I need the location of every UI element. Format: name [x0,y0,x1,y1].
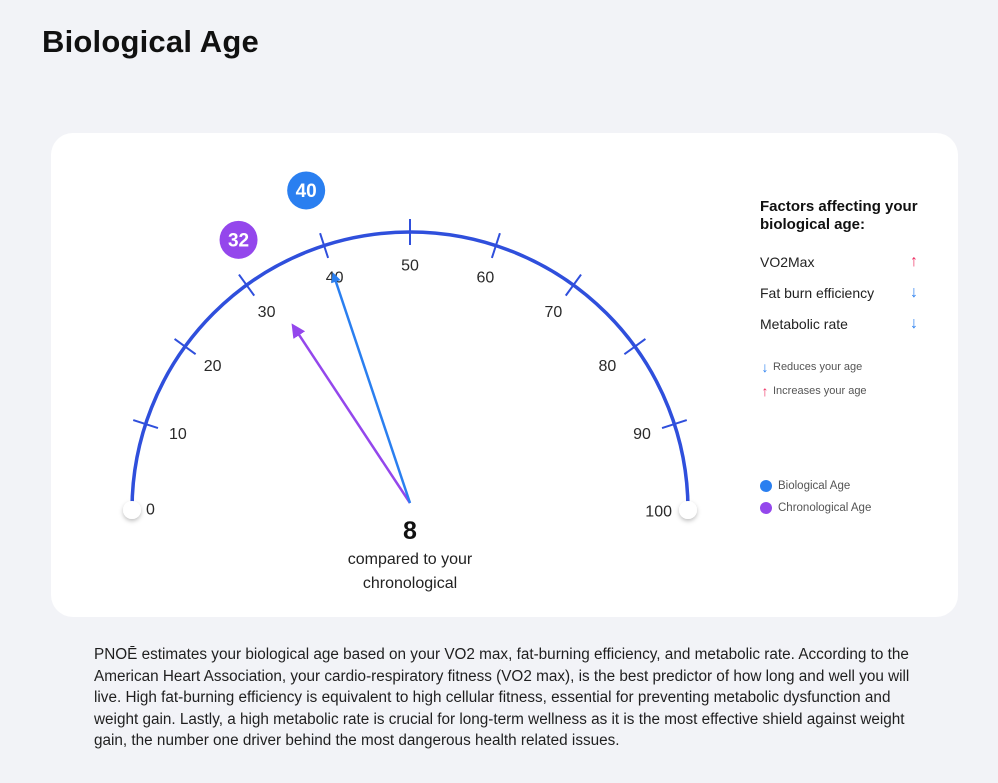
factor-list: VO2Max ↑ Fat burn efficiency ↓ Metabolic… [760,253,950,347]
factor-vo2max: VO2Max ↑ [760,253,950,285]
legend-label: Reduces your age [773,361,863,373]
factor-label: Fat burn efficiency [760,285,875,301]
gauge-tick-label-10: 10 [169,426,187,443]
age-difference-caption-line2: chronological [363,575,457,592]
factor-fat-burn-efficiency: Fat burn efficiency ↓ [760,284,950,316]
arrow-down-icon: ↓ [910,315,918,332]
gauge-tick-label-50: 50 [401,258,419,275]
factor-label: VO2Max [760,254,815,270]
gauge-ticks [132,219,688,430]
gauge-tick-20 [173,338,197,356]
factor-label: Metabolic rate [760,316,848,332]
gauge-tick-40 [319,232,330,259]
gauge-tick-label-20: 20 [204,358,222,375]
age-difference-caption-line1: compared to your [348,551,473,568]
legend-chronological-age: Chronological Age [760,497,950,519]
biological-age-card: 0102030405060708090100 40 32 8 compared … [51,133,958,617]
arrow-legend: ↓ Reduces your age ↑ Increases your age [760,355,950,403]
legend-biological-age: Biological Age [760,475,950,497]
factors-title: Factors affecting your biological age: [760,198,918,233]
arrow-down-icon: ↓ [761,359,769,375]
gauge-tick-70 [564,273,582,297]
arrow-up-icon: ↑ [761,383,769,399]
arrow-up-icon: ↑ [910,253,918,270]
gauge-start-knob [123,501,141,519]
age-difference-value: 8 [403,517,417,545]
biological-age-dot-icon [760,480,772,492]
chronological-age-needle [291,323,412,504]
arrow-down-icon: ↓ [910,284,918,301]
page-title: Biological Age [42,24,259,59]
gauge-tick-label-0: 0 [146,502,155,519]
biological-age-value: 40 [296,181,317,202]
gauge-tick-label-90: 90 [633,426,651,443]
gauge-tick-label-60: 60 [477,269,495,286]
gauge-tick-90 [661,419,688,430]
gauge-tick-labels: 0102030405060708090100 [146,258,672,521]
gauge-tick-label-70: 70 [545,304,563,321]
chronological-age-value: 32 [228,230,249,251]
gauge-tick-label-80: 80 [599,358,617,375]
legend-reduces-age: ↓ Reduces your age [760,355,950,379]
factors-panel: Factors affecting your biological age: V… [760,198,950,519]
description-text: PNOĒ estimates your biological age based… [94,646,910,750]
gauge-tick-60 [490,232,501,259]
gauge-tick-80 [623,338,647,356]
legend-increases-age: ↑ Increases your age [760,379,950,403]
factor-metabolic-rate: Metabolic rate ↓ [760,315,950,347]
age-gauge: 0102030405060708090100 40 32 8 compared … [123,171,697,592]
gauge-end-knob [679,501,697,519]
series-legend: Biological Age Chronological Age [760,475,950,519]
gauge-tick-30 [238,273,256,297]
gauge-tick-10 [132,419,159,430]
gauge-tick-label-100: 100 [645,504,672,521]
chronological-age-bubble: 32 [219,220,258,259]
legend-label: Increases your age [773,385,867,397]
biological-age-needle [331,272,412,504]
biological-age-bubble: 40 [287,171,326,210]
legend-label: Chronological Age [778,502,872,514]
gauge-tick-label-30: 30 [258,304,276,321]
legend-label: Biological Age [778,480,851,492]
chronological-age-dot-icon [760,502,772,514]
